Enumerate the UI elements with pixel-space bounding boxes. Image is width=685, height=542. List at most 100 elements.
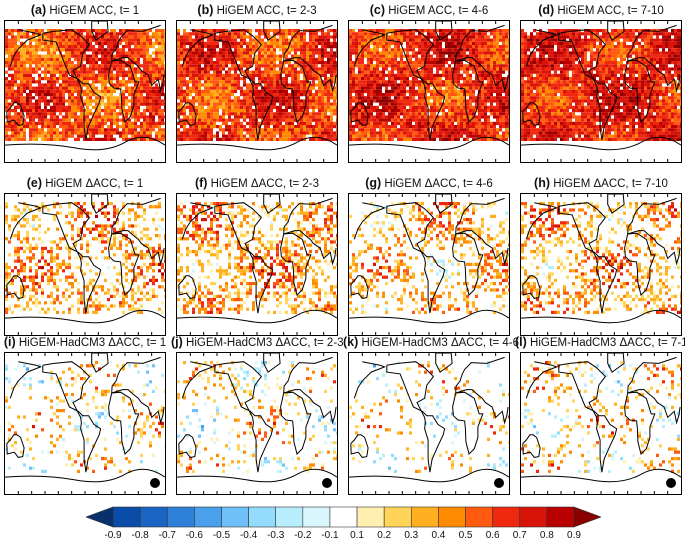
grid-cell <box>98 48 101 52</box>
grid-cell <box>77 99 80 103</box>
panel-title: (a) HiGEM ACC, t= 1 <box>0 3 171 17</box>
grid-cell <box>237 35 240 39</box>
grid-cell <box>382 48 385 52</box>
grid-cell <box>409 73 412 77</box>
grid-cell <box>490 32 493 36</box>
grid-cell <box>161 54 164 58</box>
grid-cell <box>478 121 481 125</box>
grid-cell <box>306 77 309 81</box>
grid-cell <box>161 80 164 84</box>
grid-cell <box>460 89 463 93</box>
grid-cell <box>134 121 137 125</box>
grid-cell <box>448 70 451 74</box>
grid-cell <box>376 118 379 122</box>
grid-cell <box>246 109 249 113</box>
grid-cell <box>219 105 222 109</box>
grid-cell <box>409 48 412 52</box>
grid-cell <box>189 80 192 84</box>
grid-cell <box>300 35 303 39</box>
grid-cell <box>8 128 11 132</box>
grid-cell <box>370 105 373 109</box>
grid-cell <box>324 41 327 45</box>
grid-cell <box>216 35 219 39</box>
grid-cell <box>158 48 161 52</box>
grid-cell <box>403 35 406 39</box>
grid-cell <box>358 118 361 122</box>
grid-cell <box>336 131 337 135</box>
grid-cell <box>279 54 282 58</box>
grid-cell <box>225 77 228 81</box>
grid-cell <box>204 67 207 71</box>
grid-cell <box>29 105 32 109</box>
grid-cell <box>89 41 92 45</box>
grid-cell <box>309 137 312 141</box>
grid-cell <box>508 51 509 55</box>
grid-cell <box>252 77 255 81</box>
grid-cell <box>140 73 143 77</box>
grid-cell <box>20 93 23 97</box>
grid-cell <box>146 93 149 97</box>
grid-cell <box>312 99 315 103</box>
grid-cell <box>219 35 222 39</box>
grid-cell <box>222 134 225 138</box>
grid-cell <box>258 137 261 141</box>
grid-cell <box>249 61 252 65</box>
grid-cell <box>38 121 41 125</box>
grid-cell <box>318 121 321 125</box>
grid-cell <box>466 105 469 109</box>
grid-cell <box>336 64 337 68</box>
grid-cell <box>198 118 201 122</box>
grid-cell <box>29 137 32 141</box>
grid-cell <box>180 70 183 74</box>
grid-cell <box>23 128 26 132</box>
grid-cell <box>349 77 352 81</box>
grid-cell <box>403 96 406 100</box>
grid-cell <box>418 61 421 65</box>
grid-cell <box>463 93 466 97</box>
grid-cell <box>394 54 397 58</box>
grid-cell <box>352 115 355 119</box>
grid-cell <box>11 45 14 49</box>
grid-cell <box>400 51 403 55</box>
grid-cell <box>312 77 315 81</box>
grid-cell <box>324 35 327 39</box>
grid-cell <box>324 96 327 100</box>
grid-cell <box>376 115 379 119</box>
grid-cell <box>68 105 71 109</box>
grid-cell <box>180 121 183 125</box>
grid-cell <box>198 109 201 113</box>
grid-cell <box>5 41 8 45</box>
grid-cell <box>270 35 273 39</box>
grid-cell <box>424 77 427 81</box>
grid-cell <box>8 38 11 42</box>
grid-cell <box>180 73 183 77</box>
grid-cell <box>246 128 249 132</box>
grid-cell <box>436 45 439 49</box>
grid-cell <box>258 105 261 109</box>
grid-cell <box>502 99 505 103</box>
grid-cell <box>71 32 74 36</box>
grid-cell <box>195 112 198 116</box>
grid-cell <box>379 80 382 84</box>
grid-cell <box>355 99 358 103</box>
grid-cell <box>53 102 56 106</box>
grid-cell <box>116 64 119 68</box>
grid-cell <box>119 67 122 71</box>
grid-cell <box>161 89 164 93</box>
grid-cell <box>382 102 385 106</box>
grid-cell <box>8 93 11 97</box>
grid-cell <box>333 109 336 113</box>
grid-cell <box>333 93 336 97</box>
grid-cell <box>246 54 249 58</box>
grid-cell <box>478 96 481 100</box>
grid-cell <box>430 118 433 122</box>
grid-cell <box>201 96 204 100</box>
grid-cell <box>336 29 337 33</box>
grid-cell <box>234 112 237 116</box>
grid-cell <box>89 121 92 125</box>
grid-cell <box>68 35 71 39</box>
grid-cell <box>86 96 89 100</box>
grid-cell <box>119 102 122 106</box>
grid-cell <box>17 38 20 42</box>
grid-cell <box>454 41 457 45</box>
